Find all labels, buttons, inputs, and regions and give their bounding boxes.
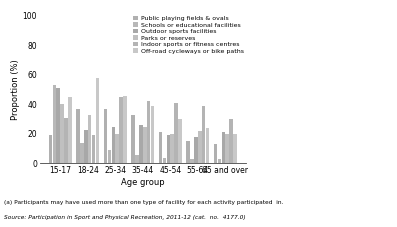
Bar xyxy=(229,119,233,163)
Bar xyxy=(178,119,182,163)
Bar xyxy=(159,132,162,163)
Bar xyxy=(88,115,91,163)
Bar xyxy=(116,134,119,163)
Bar xyxy=(135,155,139,163)
Bar xyxy=(202,106,206,163)
Bar xyxy=(222,132,225,163)
Bar xyxy=(80,143,84,163)
Bar xyxy=(174,103,178,163)
Legend: Public playing fields & ovals, Schools or educational facilities, Outdoor sports: Public playing fields & ovals, Schools o… xyxy=(132,15,245,55)
Bar xyxy=(84,129,88,163)
Text: (a) Participants may have used more than one type of facility for each activity : (a) Participants may have used more than… xyxy=(4,200,283,205)
Bar xyxy=(186,141,190,163)
Bar xyxy=(218,159,221,163)
Bar xyxy=(76,109,80,163)
Bar xyxy=(131,115,135,163)
Bar xyxy=(214,144,218,163)
Bar xyxy=(119,97,123,163)
Bar xyxy=(206,128,209,163)
Bar xyxy=(52,85,56,163)
Bar xyxy=(170,134,174,163)
Bar xyxy=(198,131,202,163)
Bar xyxy=(96,78,99,163)
Text: Source: Participation in Sport and Physical Recreation, 2011-12 (cat.  no.  4177: Source: Participation in Sport and Physi… xyxy=(4,215,246,220)
Bar xyxy=(163,158,166,163)
Bar xyxy=(123,96,127,163)
Bar xyxy=(151,106,154,163)
Bar xyxy=(147,101,150,163)
Bar xyxy=(225,134,229,163)
Bar xyxy=(139,125,143,163)
Bar xyxy=(190,159,194,163)
Bar xyxy=(167,135,170,163)
Bar xyxy=(104,109,107,163)
Y-axis label: Proportion (%): Proportion (%) xyxy=(11,59,19,120)
Bar xyxy=(112,126,115,163)
X-axis label: Age group: Age group xyxy=(121,178,165,187)
Bar xyxy=(233,134,237,163)
Bar xyxy=(49,135,52,163)
Bar xyxy=(56,88,60,163)
Bar xyxy=(108,150,111,163)
Bar xyxy=(68,97,72,163)
Bar xyxy=(60,104,64,163)
Bar xyxy=(64,118,68,163)
Bar xyxy=(143,126,146,163)
Bar xyxy=(194,137,198,163)
Bar xyxy=(92,135,95,163)
